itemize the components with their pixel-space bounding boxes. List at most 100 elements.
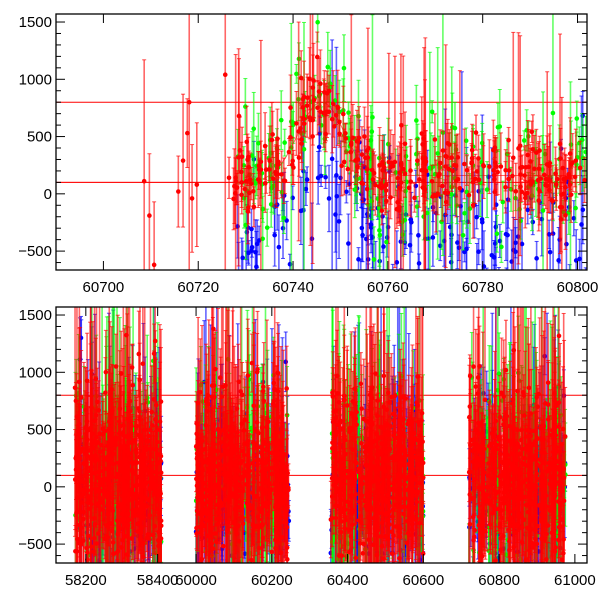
marker [506, 176, 512, 182]
red-data-point [450, 153, 455, 189]
marker [355, 157, 361, 162]
marker [245, 209, 251, 214]
x-tick-label: 60740 [272, 279, 314, 296]
red-data-point [141, 59, 147, 270]
marker [450, 168, 455, 174]
marker [356, 257, 361, 262]
marker [341, 111, 346, 117]
red-data-point [444, 122, 449, 191]
red-data-point [151, 201, 157, 270]
marker [521, 138, 527, 143]
marker [294, 121, 299, 126]
marker [416, 233, 421, 238]
green-data-point [435, 47, 440, 260]
axes-frame [55, 13, 588, 271]
red-data-point [242, 168, 248, 210]
red-data-point [329, 85, 335, 154]
red-data-point [472, 153, 478, 204]
blue-data-point [249, 228, 254, 270]
marker [310, 134, 315, 139]
blue-data-point [239, 237, 244, 270]
marker [444, 154, 449, 159]
marker [513, 189, 519, 194]
marker [431, 192, 437, 198]
red-data-point [577, 140, 583, 196]
marker [527, 179, 533, 184]
marker [474, 214, 480, 220]
red-data-point [523, 144, 529, 190]
marker [547, 187, 552, 193]
marker [315, 175, 321, 181]
marker [324, 90, 330, 96]
marker [455, 176, 461, 182]
marker [301, 121, 307, 126]
marker [473, 130, 479, 135]
red-data-point [267, 157, 272, 181]
marker [276, 159, 281, 165]
marker [384, 239, 389, 245]
marker [249, 181, 254, 186]
green-data-point [278, 90, 284, 150]
marker [222, 72, 228, 78]
marker [567, 182, 573, 187]
red-data-point [415, 138, 420, 183]
red-data-point [560, 152, 566, 184]
marker [574, 116, 580, 121]
marker [273, 169, 278, 175]
marker [180, 158, 186, 163]
marker [531, 166, 537, 172]
marker [242, 186, 248, 192]
marker [506, 137, 511, 143]
blue-data-point [326, 164, 332, 233]
marker [388, 164, 393, 170]
marker [189, 196, 195, 201]
marker [466, 192, 472, 198]
marker [395, 175, 401, 181]
green-data-point [460, 220, 466, 251]
marker [495, 124, 501, 130]
marker [414, 118, 419, 123]
red-data-point [572, 166, 578, 188]
marker [518, 165, 523, 171]
marker [382, 183, 388, 189]
green-data-point [429, 100, 435, 124]
red-data-point [563, 154, 569, 202]
marker [251, 188, 256, 194]
marker [289, 162, 295, 167]
marker [269, 137, 275, 143]
marker [333, 212, 338, 217]
red-data-point [256, 159, 262, 180]
red-data-point [176, 155, 181, 228]
marker [406, 185, 412, 191]
red-data-point [189, 144, 195, 253]
marker [267, 167, 272, 172]
red-data-point [557, 33, 563, 255]
red-data-point [503, 149, 508, 192]
red-data-point [382, 156, 388, 216]
marker [523, 164, 529, 170]
marker [550, 110, 556, 116]
green-data-point [282, 128, 287, 157]
x-tick-label: 60760 [367, 279, 409, 296]
marker [577, 165, 583, 171]
marker [525, 207, 531, 213]
y-tick-label: 1000 [19, 71, 52, 88]
blue-data-point [476, 238, 481, 266]
marker [492, 189, 498, 195]
marker [422, 186, 428, 192]
red-data-point [286, 137, 292, 166]
red-data-point [194, 122, 200, 248]
red-data-point [516, 32, 521, 265]
red-data-point [294, 90, 299, 156]
red-data-point [301, 110, 307, 137]
marker [282, 140, 287, 145]
red-data-point [431, 176, 437, 214]
marker [503, 231, 509, 237]
marker [329, 116, 335, 122]
red-data-point [373, 154, 378, 216]
marker [380, 168, 385, 173]
marker [272, 232, 277, 238]
marker [487, 164, 492, 169]
marker [573, 205, 578, 211]
marker [524, 190, 530, 196]
